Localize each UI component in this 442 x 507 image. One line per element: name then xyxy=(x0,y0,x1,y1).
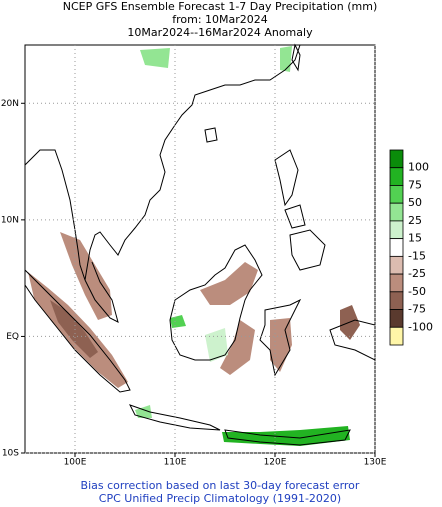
colorbar-box xyxy=(389,202,404,222)
y-tick-label: 10N xyxy=(1,215,19,225)
coastlines xyxy=(24,43,376,446)
colorbar-label: 15 xyxy=(408,232,422,245)
footer-note: Bias correction based on last 30-day for… xyxy=(81,479,360,492)
colorbar-label: -50 xyxy=(408,285,426,298)
colorbar-box xyxy=(389,220,404,240)
colorbar-label: -25 xyxy=(408,267,426,280)
colorbar-box xyxy=(389,255,404,275)
colorbar-label: 100 xyxy=(408,161,429,174)
subtitle: 10Mar2024--16Mar2024 Anomaly xyxy=(127,26,313,39)
colorbar-label: 25 xyxy=(408,214,422,227)
y-tick-label: 10S xyxy=(2,449,19,459)
colorbar-box xyxy=(389,291,404,310)
colorbar-box xyxy=(389,273,404,293)
colorbar-label: -15 xyxy=(408,249,426,262)
colorbar-box xyxy=(389,326,404,346)
x-tick-label: 120E xyxy=(264,458,287,468)
colorbar-box xyxy=(389,185,404,204)
colorbar-label: 75 xyxy=(408,178,422,191)
x-tick-label: 110E xyxy=(164,458,187,468)
colorbar-box xyxy=(389,167,404,186)
y-tick-label: EQ xyxy=(6,332,19,342)
colorbar-label: -100 xyxy=(408,320,433,333)
x-tick-label: 100E xyxy=(64,458,87,468)
colorbar-box xyxy=(389,309,404,328)
y-tick-label: 20N xyxy=(1,99,19,109)
colorbar-label: 50 xyxy=(408,196,422,209)
colorbar-box xyxy=(389,149,404,169)
subtitle: from: 10Mar2024 xyxy=(172,13,268,26)
x-tick-label: 130E xyxy=(364,458,387,468)
colorbar-box xyxy=(389,238,404,257)
colorbar-label: -75 xyxy=(408,303,426,316)
title: NCEP GFS Ensemble Forecast 1-7 Day Preci… xyxy=(63,0,378,13)
footer-note: CPC Unified Precip Climatology (1991-202… xyxy=(99,492,341,505)
